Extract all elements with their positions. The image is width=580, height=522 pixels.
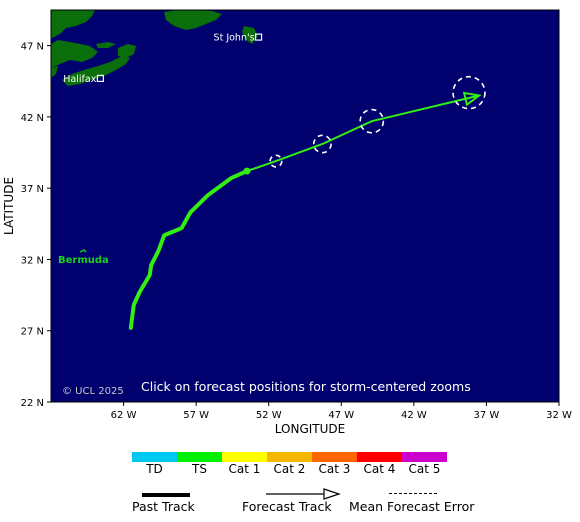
forecast-error-circle[interactable] [312,134,332,154]
intensity-label: Cat 3 [318,462,351,476]
intensity-swatch [177,452,222,462]
intensity-swatch [222,452,267,462]
plot-frame [50,9,560,403]
lon-tick-label: 32 W [546,410,572,421]
forecast-track-key: Forecast Track [242,486,342,520]
city-label: Halifax [63,74,96,85]
lat-tick-label: 22 N [21,398,44,409]
forecast-error-circle[interactable] [452,75,486,110]
zoom-instruction-text: Click on forecast positions for storm-ce… [141,379,471,394]
lat-tick-label: 47 N [21,42,44,53]
forecast-error-key: Mean Forecast Error [349,486,489,520]
avalon-peninsula [242,26,258,44]
forecast-arrow-icon [266,488,341,500]
storm-track[interactable] [128,75,486,330]
city-markers: St John's Halifax [63,33,263,85]
new-brunswick [51,40,98,68]
mainland-canada [51,10,95,40]
lon-tick-label: 47 W [328,410,354,421]
lat-tick-label: 27 N [21,327,44,338]
past-track-key: Past Track [132,486,232,520]
intensity-swatch [357,452,402,462]
ocean-background [51,10,559,402]
bermuda-label: Bermuda [58,255,109,266]
forecast-track-label: Forecast Track [242,499,332,514]
lat-tick-label: 37 N [21,184,44,195]
forecast-error-label: Mean Forecast Error [349,499,475,514]
intensity-label: Cat 4 [363,462,396,476]
lon-tick-label: 62 W [111,410,137,421]
storm-track-map: Bermuda St John's Halifax © UCL 2025 Clic… [2,9,572,436]
lat-tick-label: 42 N [21,113,44,124]
forecast-error-circle[interactable] [359,108,385,134]
intensity-label: TS [192,462,207,476]
latitude-axis: 47 N 42 N 37 N 32 N 27 N 22 N [21,42,51,409]
intensity-label: TD [146,462,163,476]
lat-tick-label: 32 N [21,255,44,266]
lon-tick-label: 52 W [256,410,282,421]
city-label: St John's [214,33,255,44]
current-position-marker[interactable] [243,167,251,175]
forecast-arrow-head [462,91,482,107]
y-axis-title: LATITUDE [2,177,16,235]
maine-coast [51,66,58,78]
intensity-labels: TD TS Cat 1 Cat 2 Cat 3 Cat 4 Cat 5 [132,462,447,476]
lon-tick-label: 42 W [401,410,427,421]
prince-edward-island [96,42,116,48]
intensity-swatch [267,452,312,462]
intensity-label: Cat 1 [228,462,261,476]
x-axis-title: LONGITUDE [275,422,345,436]
intensity-color-scale [132,452,447,462]
land-masses [51,10,258,86]
copyright-text: © UCL 2025 [62,386,124,397]
intensity-label: Cat 5 [408,462,441,476]
forecast-track-line [246,94,480,173]
lon-tick-label: 57 W [183,410,209,421]
past-track-swatch [142,493,190,497]
longitude-axis: 62 W 57 W 52 W 47 W 42 W 37 W 32 W [111,402,572,421]
past-track-line [128,169,249,330]
forecast-error-circle[interactable] [269,154,283,168]
intensity-swatch [402,452,447,462]
intensity-label: Cat 2 [273,462,306,476]
newfoundland [164,10,222,30]
error-dash-swatch [389,493,437,494]
nova-scotia [62,56,130,86]
lon-tick-label: 37 W [474,410,500,421]
bermuda-island [79,249,87,253]
intensity-swatch [132,452,177,462]
city-marker-icon [254,33,263,41]
past-track-label: Past Track [132,499,195,514]
intensity-swatch [312,452,357,462]
city-marker-icon [96,74,104,83]
cape-breton [118,44,136,58]
